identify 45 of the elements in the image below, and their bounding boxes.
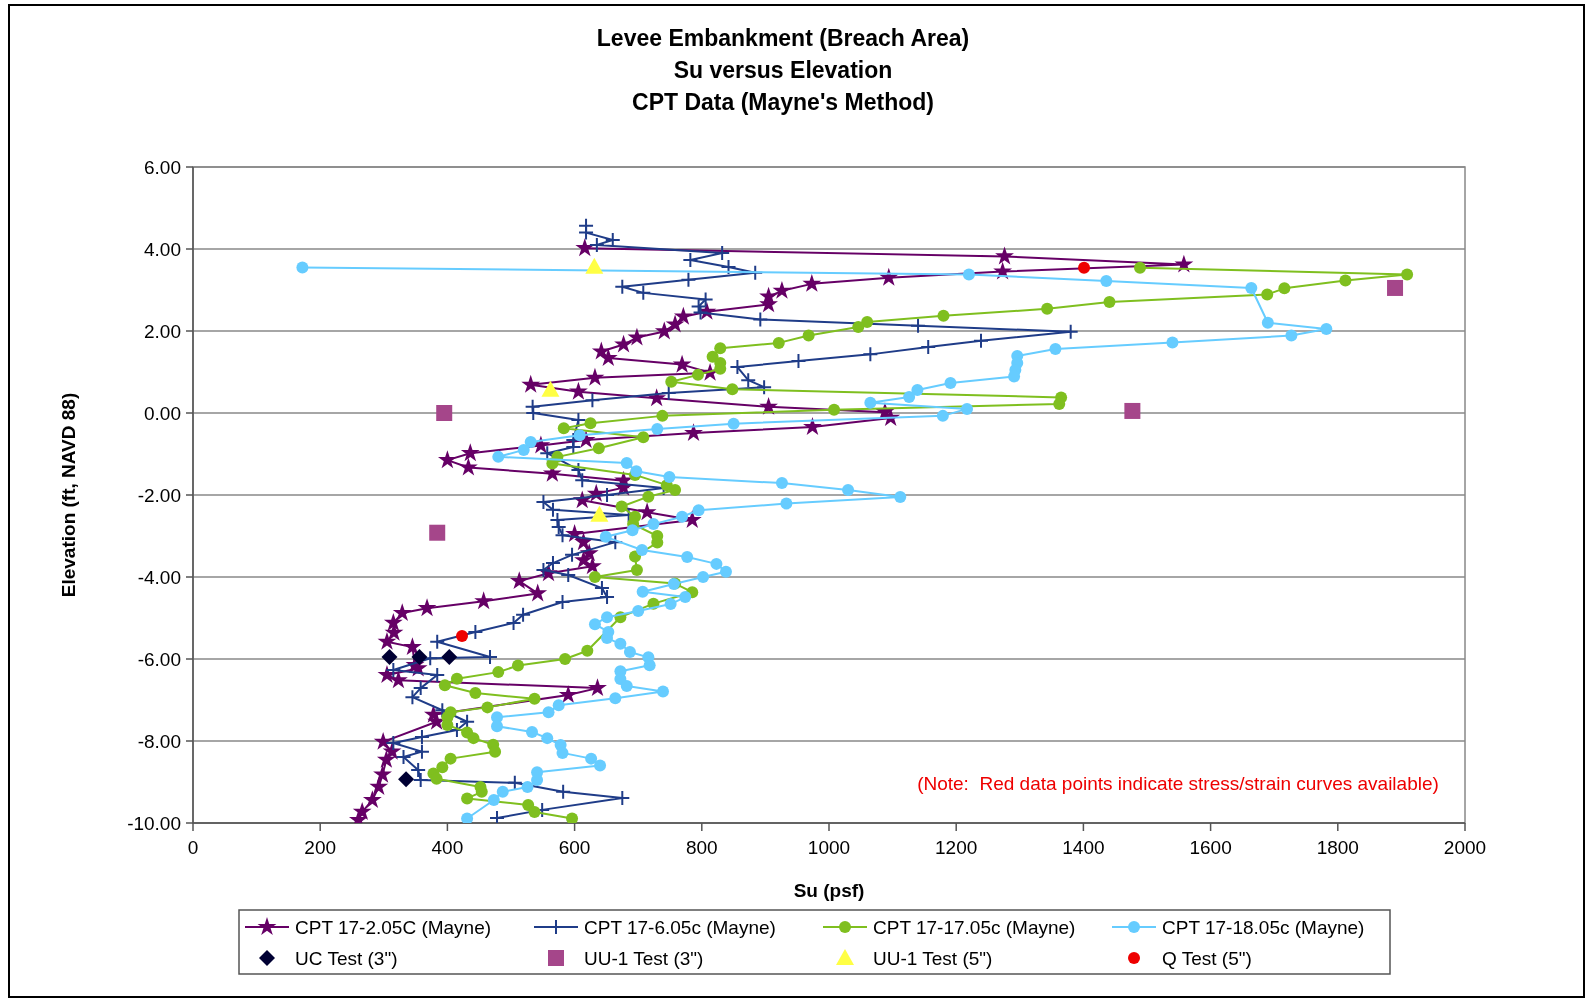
x-tick-label: 1200 [935, 837, 978, 858]
point [1387, 279, 1404, 296]
legend-label: CPT 17-18.05c (Mayne) [1162, 917, 1365, 938]
point [381, 648, 398, 665]
point [1124, 402, 1141, 419]
y-tick-label: 2.00 [144, 321, 181, 342]
point [585, 257, 604, 274]
x-tick-label: 0 [187, 837, 199, 858]
point [429, 524, 446, 541]
point [456, 630, 469, 643]
y-tick-label: -6.00 [137, 649, 181, 670]
x-tick-label: 800 [685, 837, 718, 858]
y-tick-label: -10.00 [127, 813, 181, 834]
chart-title: Levee Embankment (Breach Area) Su versus Elevation CPT Data (Mayne's Method) [596, 25, 970, 115]
x-tick-label: 1400 [1062, 837, 1105, 858]
legend-label: UU-1 Test (5") [873, 948, 993, 969]
x-tick-label: 1000 [807, 837, 851, 858]
legend-label: UU-1 Test (3") [584, 948, 704, 969]
x-tick-label: 400 [431, 837, 464, 858]
legend-label: UC Test (3") [295, 948, 398, 969]
x-tick-label: 1800 [1316, 837, 1359, 858]
legend-label: Q Test (5") [1162, 948, 1252, 969]
y-tick-label: 4.00 [144, 239, 181, 260]
x-tick-label: 200 [304, 837, 337, 858]
point [1078, 261, 1091, 274]
y-tick-label: -2.00 [137, 485, 181, 506]
point [436, 405, 453, 421]
x-axis-title: Su (psf) [793, 880, 865, 901]
point [411, 648, 428, 665]
x-tick-label: 600 [558, 837, 591, 858]
y-tick-label: 6.00 [144, 157, 181, 178]
x-tick-label: 2000 [1443, 837, 1487, 858]
point [398, 771, 415, 788]
legend-label: CPT 17-17.05c (Mayne) [873, 917, 1076, 938]
x-tick-label: 1600 [1189, 837, 1232, 858]
point [590, 505, 609, 522]
y-tick-label: -8.00 [137, 731, 181, 752]
point [541, 380, 560, 397]
y-tick-label: 0.00 [144, 403, 181, 424]
annotation: (Note: Red data points indicate stress/strain curves available) [917, 773, 1439, 794]
y-axis-title: Elevation (ft, NAVD 88) [58, 392, 79, 598]
legend-label: CPT 17-2.05C (Mayne) [295, 917, 492, 938]
point [441, 648, 458, 665]
y-tick-label: -4.00 [137, 567, 181, 588]
legend-label: CPT 17-6.05c (Mayne) [584, 917, 776, 938]
